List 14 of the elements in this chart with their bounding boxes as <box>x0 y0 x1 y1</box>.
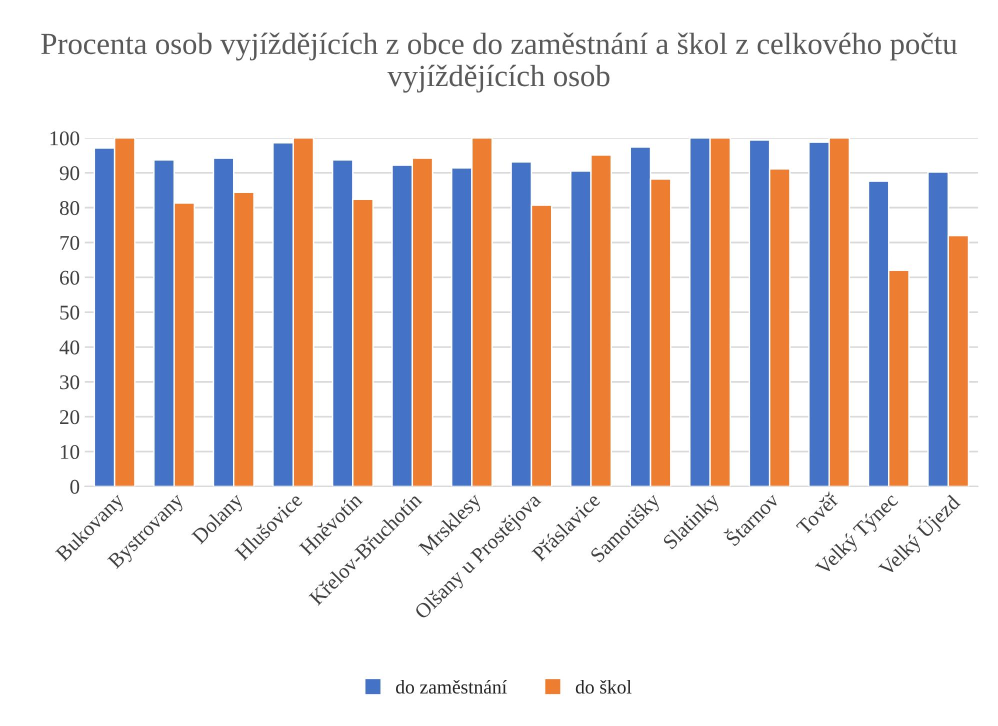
y-tick-label: 20 <box>60 410 80 424</box>
y-tick-label: 80 <box>60 201 80 216</box>
y-tick-label: 30 <box>60 375 80 390</box>
legend-label: do zaměstnání <box>396 680 507 694</box>
y-tick-label: 50 <box>60 306 80 320</box>
y-tick-label: 70 <box>60 236 80 250</box>
y-tick-label: 40 <box>60 340 80 354</box>
y-tick-label: 10 <box>60 444 80 460</box>
y-tick-label: 60 <box>60 270 80 285</box>
chart-title: Procenta osob vyjíždějících z obce do zaměstnání a škol z celkového počtu vyjíždějících osob <box>41 32 958 93</box>
y-tick-label: 90 <box>60 166 80 180</box>
legend-label: do škol <box>576 680 632 694</box>
y-tick-label: 0 <box>70 480 80 494</box>
y-tick-label: 100 <box>50 131 80 146</box>
